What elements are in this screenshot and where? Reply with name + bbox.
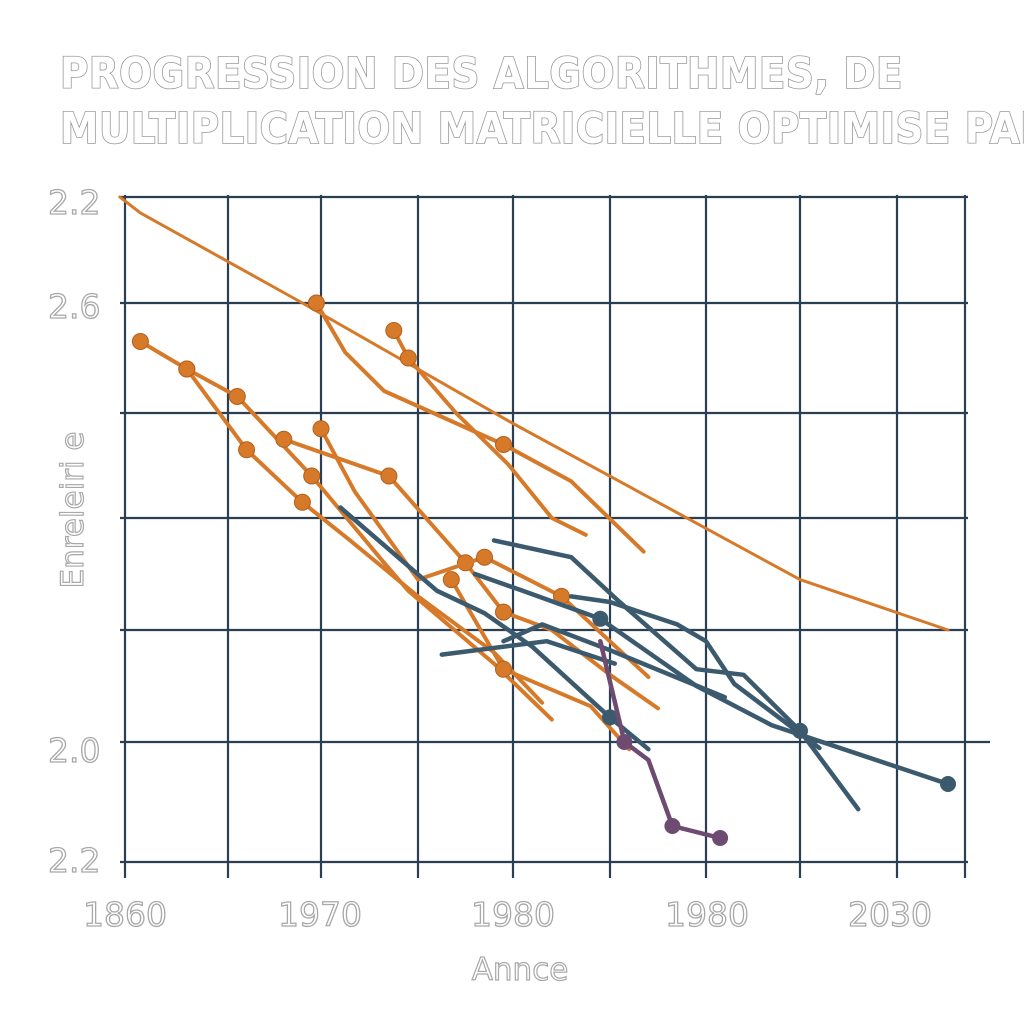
series-line-orange xyxy=(314,301,646,554)
series-line-orange xyxy=(281,437,660,711)
series-line-teal xyxy=(338,505,651,752)
data-point-marker xyxy=(312,420,330,438)
data-point-marker xyxy=(616,734,633,750)
y-tick-label: 2.6 xyxy=(48,287,100,326)
series-group xyxy=(118,195,956,846)
data-point-marker xyxy=(380,467,398,485)
data-point-marker xyxy=(385,322,403,339)
data-point-marker xyxy=(940,776,956,792)
series-line-orange xyxy=(391,328,588,537)
grid xyxy=(120,195,990,878)
data-point-marker xyxy=(712,830,729,846)
data-point-marker xyxy=(664,818,681,834)
y-tick-label: 2.2 xyxy=(48,841,100,880)
data-point-marker xyxy=(178,360,196,378)
series-line-orange xyxy=(118,195,950,632)
x-axis-label: Annce xyxy=(472,952,569,988)
x-tick-label: 1980 xyxy=(665,895,749,934)
data-point-marker xyxy=(307,294,325,312)
x-tick-label: 2030 xyxy=(848,895,932,934)
series-line-purple xyxy=(598,638,723,841)
y-tick-label: 2.0 xyxy=(48,731,100,770)
y-axis-ticks: 2.2 2.6 2.0 2.2 xyxy=(47,182,101,880)
data-point-marker xyxy=(495,660,512,678)
data-point-marker xyxy=(293,493,311,511)
x-tick-label: 1970 xyxy=(278,895,362,934)
chart-title-line-2: MULTIPLICATION MATRICIELLE OPTIMISE PAR … xyxy=(60,104,1024,154)
data-point-marker xyxy=(399,349,417,367)
data-point-marker xyxy=(442,571,460,589)
data-point-marker xyxy=(495,603,512,621)
data-point-marker xyxy=(592,610,609,627)
y-tick-label: 2.2 xyxy=(48,183,100,222)
y-axis-label: Enreleiri e xyxy=(55,432,91,589)
data-point-marker xyxy=(131,333,149,350)
series-line-teal xyxy=(501,622,728,700)
chart-title-line-1: PROGRESSION DES ALGORITHMES, DE xyxy=(60,49,903,99)
data-point-marker xyxy=(275,430,293,448)
chart-title: PROGRESSION DES ALGORITHMES, DE MULTIPLI… xyxy=(59,48,1024,155)
data-point-marker xyxy=(476,548,493,566)
data-point-marker xyxy=(228,388,246,405)
series-line-orange xyxy=(138,339,545,705)
series-line-teal xyxy=(568,594,822,751)
series-line-teal xyxy=(439,638,618,666)
series-line-orange xyxy=(449,577,632,752)
data-point-marker xyxy=(495,436,512,453)
x-tick-label: 1860 xyxy=(83,895,167,934)
x-tick-label: 1980 xyxy=(471,895,555,934)
x-axis-ticks: 1860 1970 1980 1980 2030 xyxy=(82,894,932,934)
data-point-marker xyxy=(238,441,256,459)
data-point-marker xyxy=(303,467,321,485)
